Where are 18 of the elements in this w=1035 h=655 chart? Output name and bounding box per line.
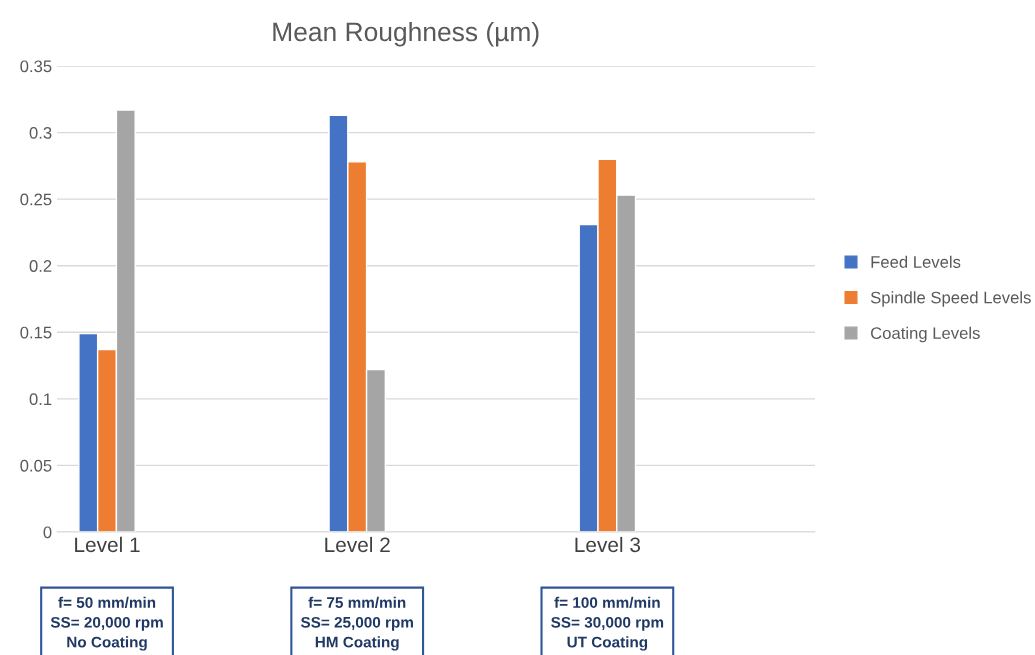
- y-tick-label: 0.1: [29, 393, 52, 406]
- y-tick-label: 0.25: [20, 193, 52, 206]
- y-tick-label: 0.15: [20, 326, 52, 339]
- y-tick-label: 0.3: [29, 126, 52, 139]
- x-tick-label: Level 2: [325, 536, 390, 553]
- y-tick-label: 0.05: [20, 459, 52, 472]
- y-tick-label: 0.2: [29, 260, 52, 272]
- x-tick-label: Level 1: [75, 536, 140, 553]
- y-tick-label: 0: [43, 526, 52, 539]
- legend-label: Coating Levels: [871, 326, 980, 343]
- y-tick-label: 0.35: [20, 60, 52, 73]
- text: f= 50 mm/min SS= 20,000 rpm No Coating: [50, 596, 163, 651]
- text: f= 75 mm/min SS= 25,000 rpm HM Coating: [300, 596, 413, 651]
- text: f= 100 mm/min SS= 30,000 rpm UT Coating: [551, 596, 664, 651]
- chart-title: Mean Roughness (µm): [273, 21, 539, 47]
- legend-label: Feed Levels: [871, 255, 961, 268]
- legend-label: Spindle Speed Levels: [870, 291, 1031, 307]
- x-tick-label: Level 3: [575, 536, 641, 553]
